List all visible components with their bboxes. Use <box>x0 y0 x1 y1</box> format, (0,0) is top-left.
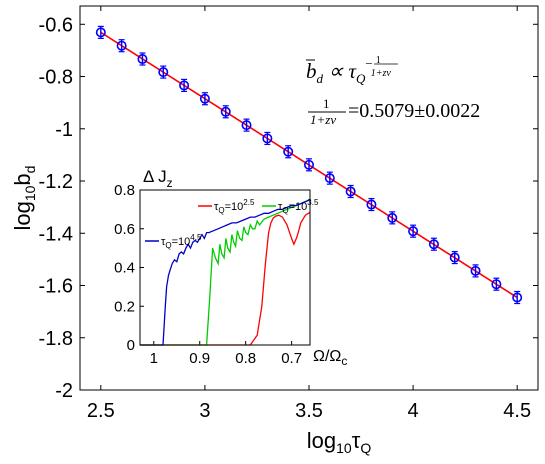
inset-x-tick-label: 0.7 <box>281 350 302 367</box>
inset-series-line <box>140 211 311 346</box>
inset-y-tick-label: 0 <box>127 337 135 354</box>
data-point <box>262 133 273 144</box>
data-point <box>345 186 356 197</box>
inset-tick-labels: 1 0.9 0.8 0.7 0 0.2 0.4 0.6 0.8 <box>114 182 302 367</box>
main-x-tick-label: 3 <box>199 400 210 422</box>
data-point <box>491 279 502 290</box>
main-x-tick-label: 4 <box>408 400 419 422</box>
main-x-tick-label: 4.5 <box>503 400 531 422</box>
fit-fraction-label: 1 1+zv <box>310 96 336 127</box>
inset-y-tick-label: 0.2 <box>114 298 135 315</box>
inset-series <box>140 199 311 346</box>
inset-series-line <box>140 199 311 346</box>
main-axis-ticks <box>80 6 538 391</box>
inset-y-tick-label: 0.4 <box>114 260 135 277</box>
inset-series-line <box>140 199 311 346</box>
main-y-tick-label: -2 <box>55 380 73 402</box>
data-point <box>283 146 294 157</box>
data-point <box>449 252 460 263</box>
formula-annotation: bd ∝ τQ− 1 1+zv <box>306 55 391 86</box>
data-point <box>158 67 169 78</box>
inset-background <box>140 190 310 345</box>
fit-value-annotation: =0.5079±0.0022 <box>348 100 480 122</box>
inset-plot-frame <box>139 189 311 346</box>
inset-y-tick-label: 0.6 <box>114 221 135 238</box>
main-x-tick-label: 3.5 <box>295 400 323 422</box>
data-point <box>303 159 314 170</box>
main-x-tick-label: 2.5 <box>87 400 115 422</box>
data-point <box>408 226 419 237</box>
data-point <box>179 80 190 91</box>
legend-entry: τQ=104.5 <box>161 233 202 250</box>
legend-entry: τQ=103.5 <box>278 198 319 215</box>
data-point <box>116 40 127 51</box>
data-point <box>95 27 106 38</box>
main-x-axis-label: log10τQ <box>307 428 372 456</box>
inset-x-axis-label: Ω/Ωc <box>313 348 347 368</box>
data-point <box>241 120 252 131</box>
legend-entry: τQ=102.5 <box>214 198 255 215</box>
data-point <box>199 93 210 104</box>
main-series <box>95 25 523 305</box>
main-y-tick-label: -1.2 <box>39 171 73 193</box>
inset-y-tick-label: 0.8 <box>114 182 135 199</box>
main-y-tick-label: -0.8 <box>39 67 73 89</box>
inset-x-tick-label: 0.9 <box>189 350 210 367</box>
inset-x-tick-label: 1 <box>150 350 158 367</box>
main-y-tick-label: -1.8 <box>39 328 73 350</box>
data-point <box>220 106 231 117</box>
data-point <box>137 54 148 65</box>
main-y-tick-label: -0.6 <box>39 14 73 36</box>
main-y-axis-label: log10bd <box>10 166 38 231</box>
data-point <box>324 173 335 184</box>
data-point <box>470 265 481 276</box>
data-point <box>387 212 398 223</box>
data-point <box>366 199 377 210</box>
data-point <box>428 239 439 250</box>
main-y-tick-label: -1.6 <box>39 276 73 298</box>
main-tick-labels: 2.5 3 3.5 4 4.5 -0.6 -0.8 -1 -1.2 -1.4 -1.6 -1.8 -2 <box>39 14 532 422</box>
data-point <box>512 292 523 303</box>
inset-x-tick-label: 0.8 <box>235 350 256 367</box>
inset-title: Δ Jz <box>143 167 173 190</box>
main-y-tick-label: -1 <box>55 119 73 141</box>
inset-legend: τQ=102.5 τQ=103.5 τQ=104.5 <box>145 198 319 250</box>
main-y-tick-label: -1.4 <box>39 223 73 245</box>
